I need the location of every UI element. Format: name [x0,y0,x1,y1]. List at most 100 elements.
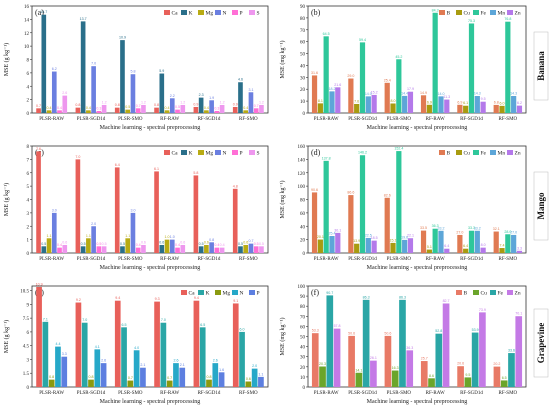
bar-K [160,322,167,387]
x-tick-label: RF-SGD1d [198,257,221,262]
x-axis-title: Machine learning - spectral preprocessin… [100,265,201,271]
legend-swatch-Fe [490,290,496,295]
y-axis-title: MSE (g kg⁻¹) [3,43,10,76]
y-tick-label: 40 [300,64,306,69]
data-label: 14.3 [510,91,517,95]
x-tick-label: RF-SGD1d [198,117,221,122]
bar-Zn [516,105,523,113]
data-label: 25.4 [384,78,391,82]
data-label: 73.9 [479,308,486,312]
panel-tag: (d) [311,148,321,157]
bar-N [169,239,175,253]
data-label: 0.5 [259,242,264,246]
x-tick-label: PLSR-RAW [39,257,64,262]
bar-Mg [204,110,209,113]
x-tick-label: RF-SMO [499,257,518,262]
bar-Cu [500,380,508,387]
legend-swatch-Zn [507,290,513,295]
data-label: 90.7 [326,291,333,295]
data-label: 7.0 [82,318,87,322]
bar-Mg [46,110,52,113]
data-label: 0.6 [180,240,185,244]
x-tick-label: RF-RAW [160,257,179,262]
data-label: 14.0 [365,92,372,96]
bar-K [239,331,245,387]
data-label: 15.1 [390,238,397,242]
data-label: 1.1 [47,234,52,238]
legend-swatch-Fe [473,10,479,15]
bar-Ca [232,303,239,387]
data-label: 0.9 [233,102,238,106]
bar-P [96,246,102,253]
legend-label-Zn: Zn [515,151,521,157]
plot-frame [307,5,527,114]
legend-label-P: P [257,291,260,297]
legend-label-S: S [257,11,260,17]
bar-Mg [243,244,249,253]
bar-Mg [243,110,249,113]
y-tick-label: 50 [300,53,306,58]
data-label: 18.5 [371,236,378,240]
panel-tag: (a) [35,8,44,17]
y-tick-label: 1.5 [23,372,30,377]
bar-N [51,212,57,253]
y-tick-label: 3 [27,212,30,217]
data-label: 32.1 [493,227,500,231]
y-tick-label: 10 [300,100,306,105]
bar-Mg [127,380,134,387]
bar-Cu [463,248,469,253]
bar-Mn [329,236,335,253]
data-label: 27.0 [456,230,463,234]
y-tick-label: 2 [27,99,30,104]
y-tick-label: 60 [300,41,306,46]
bar-Ca [36,151,41,253]
y-tick-label: 20 [300,88,306,93]
bar-B [311,75,318,113]
data-label: 0.7 [167,376,172,380]
data-label: 53.3 [312,329,319,333]
bar-Mg [46,238,52,253]
y-tick-label: 80 [300,17,306,22]
data-label: 7.6 [354,99,359,103]
x-tick-label: RF-SMO [239,391,258,396]
bar-Mg [125,238,131,253]
bar-B [348,195,354,253]
y-axis-title: MSE (mg kg⁻¹) [279,41,286,79]
data-label: 1.6 [219,368,224,372]
data-label: 2.3 [199,93,204,97]
data-label: 5.1 [427,245,432,249]
x-tick-label: PLSR-RAW [314,391,339,396]
data-label: 14.3 [474,91,481,95]
data-label: 2.2 [170,94,175,98]
data-label: 5.8 [193,171,198,175]
data-label: 20.1 [317,235,324,239]
data-label: 0.5 [41,242,46,246]
bar-Ca [75,302,82,387]
data-label: 6.9 [457,100,462,104]
bar-Mg [88,379,94,387]
legend-label-Ca: Ca [172,151,179,157]
data-label: 25.4 [328,232,335,236]
x-tick-label: RF-RAW [426,257,445,262]
data-label: 26.1 [370,356,377,360]
data-label: 6.2 [52,67,57,71]
y-tick-label: 4.5 [23,345,30,350]
bar-Zn [444,99,450,113]
bar-N [248,92,254,113]
panel-tag: (f) [311,288,319,297]
panel-f: (f) 0 10 20 30 40 50 60 70 80 90 100 MSE (mg kg⁻¹) Ma… [279,285,527,405]
panel-a: (a) 0 2 4 6 8 10 12 14 16 MSE (g kg⁻¹) Machine lear… [3,5,269,131]
data-label: 6.5 [122,323,127,327]
data-label: 3.0 [130,208,135,212]
bar-Zn [479,312,486,387]
bar-B [493,231,499,253]
data-label: 4.0 [134,346,139,350]
data-label: 6.2 [517,101,522,105]
bar-K [120,246,125,253]
bar-Cu [317,103,323,113]
data-label: 1.0 [165,235,170,239]
bar-Zn [371,94,377,113]
bar-P [218,372,225,387]
